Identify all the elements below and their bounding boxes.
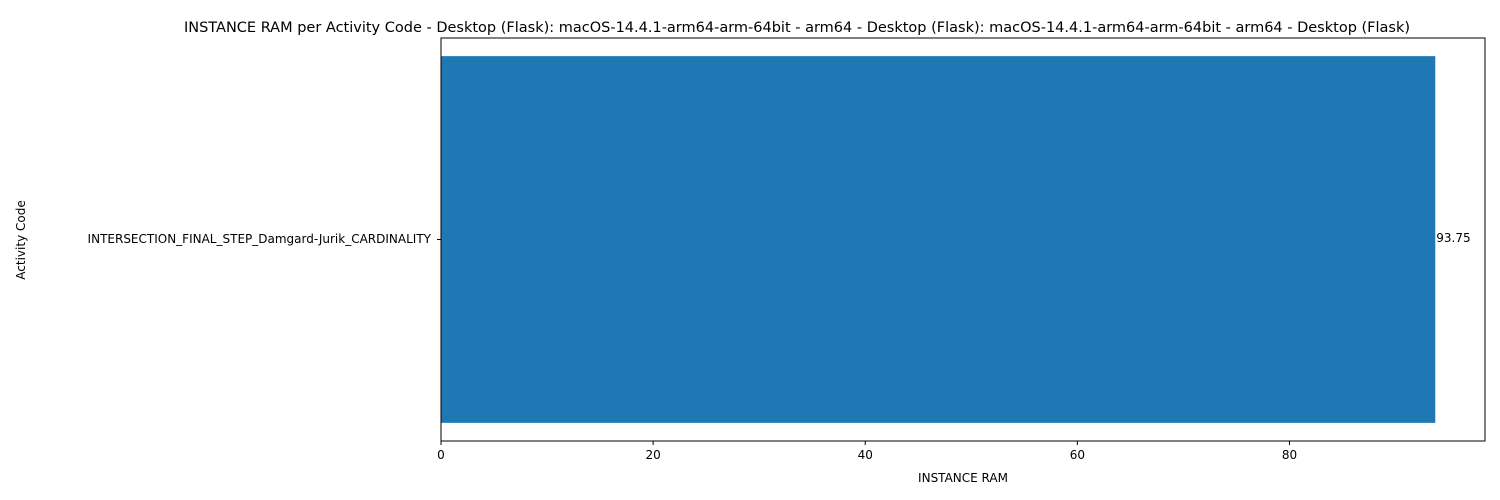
- chart-title: INSTANCE RAM per Activity Code - Desktop…: [184, 20, 1410, 36]
- plot-area: 93.75 INTERSECTION_FINAL_STEP_Damgard-Jur…: [88, 37, 1486, 462]
- x-axis-label: INSTANCE RAM: [918, 471, 1008, 485]
- bar-value-label: 93.75: [1436, 231, 1470, 245]
- x-tick-label: 40: [858, 448, 873, 462]
- x-tick-label: 20: [645, 448, 660, 462]
- axes-frame: [440, 37, 1486, 442]
- x-tick-label: 80: [1282, 448, 1297, 462]
- x-tick-label: 0: [437, 448, 445, 462]
- bar: [441, 56, 1436, 423]
- y-tick-label: INTERSECTION_FINAL_STEP_Damgard-Jurik_CA…: [88, 232, 432, 246]
- x-tick-label: 60: [1070, 448, 1085, 462]
- y-axis-label: Activity Code: [14, 200, 28, 279]
